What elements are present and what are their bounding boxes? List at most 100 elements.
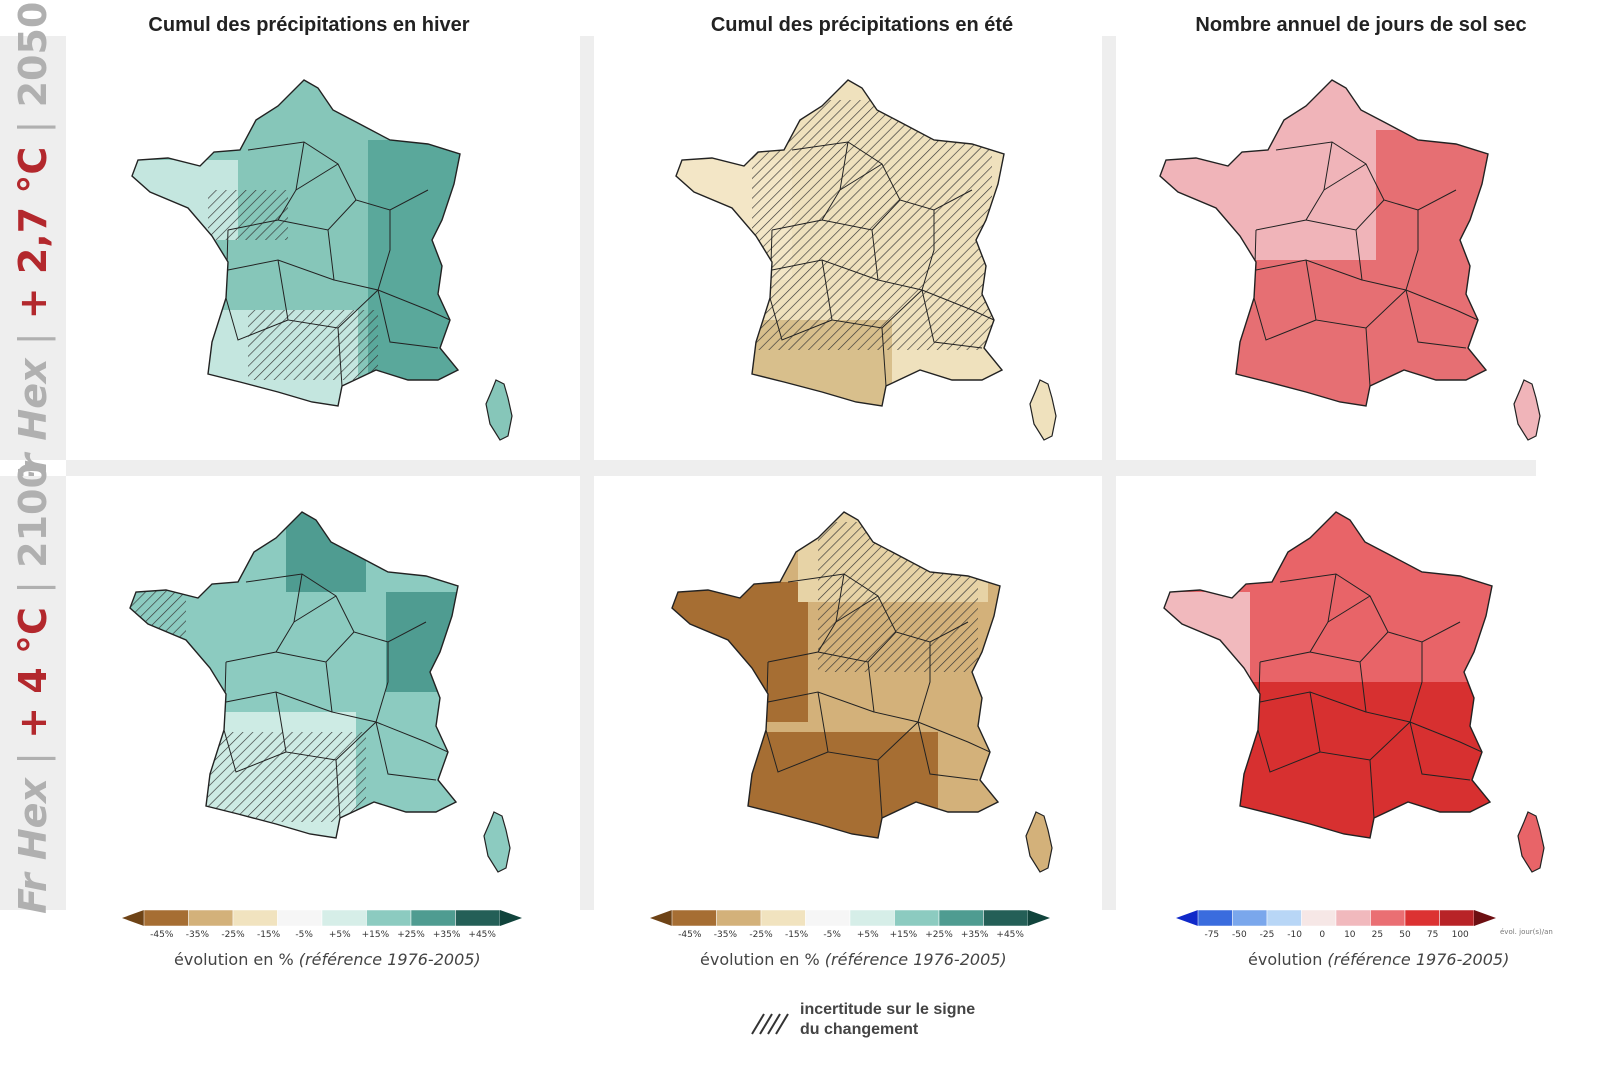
uncertainty-hatching (752, 100, 992, 350)
panel-separator (580, 36, 594, 910)
region-border (821, 259, 923, 329)
corsica-shape (1517, 811, 1545, 873)
map-winter-2100 (129, 511, 511, 873)
legend-tick-label: 0 (1319, 930, 1326, 940)
legend-swatch (760, 909, 806, 927)
legend-tick-label: -35% (185, 930, 210, 940)
legend-tick-label: +15% (889, 930, 918, 940)
legend-swatch (1266, 909, 1302, 927)
region-border (1409, 721, 1471, 781)
hatch-icon (751, 1013, 789, 1035)
france-outline (675, 79, 1005, 407)
region-border (377, 289, 451, 321)
region-border (223, 729, 287, 773)
row-label-band-2050: Fr Hex | + 2,7 °C | 2050 (0, 2, 66, 494)
region-border (881, 327, 887, 387)
legend-swatch (366, 909, 412, 927)
legend-tick-label: -5% (823, 930, 841, 940)
corsica-shape (483, 811, 511, 873)
legend-tick-label: +25% (925, 930, 953, 940)
region-border (769, 297, 833, 341)
legend-ticks-summer: -45% -35% -25% -15% -5% +5% +15% +25% +35% +45% (650, 930, 1050, 942)
legend-swatch (1335, 909, 1371, 927)
column-title-dry-soil-days: Nombre annuel de jours de sol sec (1195, 14, 1527, 36)
region-border (1405, 289, 1479, 321)
region-border (1323, 163, 1367, 191)
legend-tick-label: 100 (1451, 930, 1469, 940)
france-outline (1163, 511, 1493, 839)
legend-precip-summer (650, 909, 1050, 927)
region-border (277, 259, 379, 329)
legend-ticks-dry-days: -75 -50 -25 -10 0 10 25 50 75 100 (1176, 930, 1526, 942)
legend-tick-label: +45% (468, 930, 496, 940)
legend-swatch (671, 909, 717, 927)
zone-high (1376, 130, 1488, 280)
legend-swatch (1232, 909, 1268, 927)
legend-swatch (321, 909, 367, 927)
legend-swatch (894, 909, 940, 927)
france-outline (1159, 79, 1489, 407)
region-border (335, 759, 341, 819)
legend-tick-label: -25% (749, 930, 773, 940)
uncertainty-hatching (208, 190, 288, 240)
legend-arrow-left (1176, 910, 1198, 926)
france-outline (131, 79, 461, 407)
legend-swatch (1404, 909, 1440, 927)
region-border (1255, 141, 1333, 231)
region-border (839, 163, 883, 191)
column-title-summer-precipitation: Cumul des précipitations en été (710, 14, 1014, 36)
region-border (817, 691, 919, 761)
region-border (787, 573, 969, 643)
region-border (765, 729, 829, 773)
region-border (1309, 691, 1411, 761)
region-border (245, 573, 427, 643)
legend-arrow-left (650, 910, 672, 926)
legend-tick-label: +5% (328, 930, 351, 940)
region-border (375, 721, 437, 781)
region-border (921, 289, 983, 349)
france-outline (129, 511, 459, 839)
corsica-shape (1025, 811, 1053, 873)
legend-tick-label: -35% (713, 930, 738, 940)
legend-swatch (410, 909, 456, 927)
legend-tick-label: 75 (1426, 930, 1439, 940)
caption-main: évolution en % (174, 950, 299, 969)
caption-main: évolution (1248, 950, 1328, 969)
region-border (275, 691, 377, 761)
legend-tick-label: -50 (1232, 930, 1247, 940)
caption-ref: (référence 1976-2005) (824, 950, 1007, 969)
region-border (1275, 141, 1457, 211)
legend-tick-label: -15% (784, 930, 809, 940)
region-border (375, 721, 449, 753)
region-border (1405, 289, 1467, 349)
uncertainty-hatching (206, 732, 366, 822)
region-border (835, 595, 879, 623)
legend-swatch (1197, 909, 1233, 927)
legend-tick-label: -15% (256, 930, 281, 940)
region-border (1305, 259, 1407, 329)
legend-swatch (938, 909, 984, 927)
region-border (227, 141, 305, 231)
legend-swatch (143, 909, 189, 927)
uncertainty-hatching (248, 310, 378, 380)
region-border (921, 289, 995, 321)
region-border (377, 289, 439, 349)
corsica-shape (1513, 379, 1541, 441)
region-border (1327, 595, 1371, 623)
legend-swatch (849, 909, 895, 927)
legend-tick-label: +35% (960, 930, 989, 940)
region-border (1279, 573, 1461, 643)
france-shape (130, 512, 458, 838)
map-dry-days-2100 (1163, 511, 1545, 873)
legend-unit-dry-days: évol. jour(s)/an (1500, 928, 1553, 936)
uncertainty-label: incertitude sur le signe du changement (800, 1000, 975, 1040)
panel-separator (66, 460, 1536, 476)
corsica-shape (1029, 379, 1057, 441)
uncertainty-line1: incertitude sur le signe (800, 1001, 976, 1018)
caption-ref: (référence 1976-2005) (1327, 950, 1510, 969)
legend-swatch (805, 909, 851, 927)
legend-caption-dry-days: évolution (référence 1976-2005) (1248, 950, 1509, 969)
legend-arrow-left (122, 910, 144, 926)
legend-swatch (1301, 909, 1337, 927)
